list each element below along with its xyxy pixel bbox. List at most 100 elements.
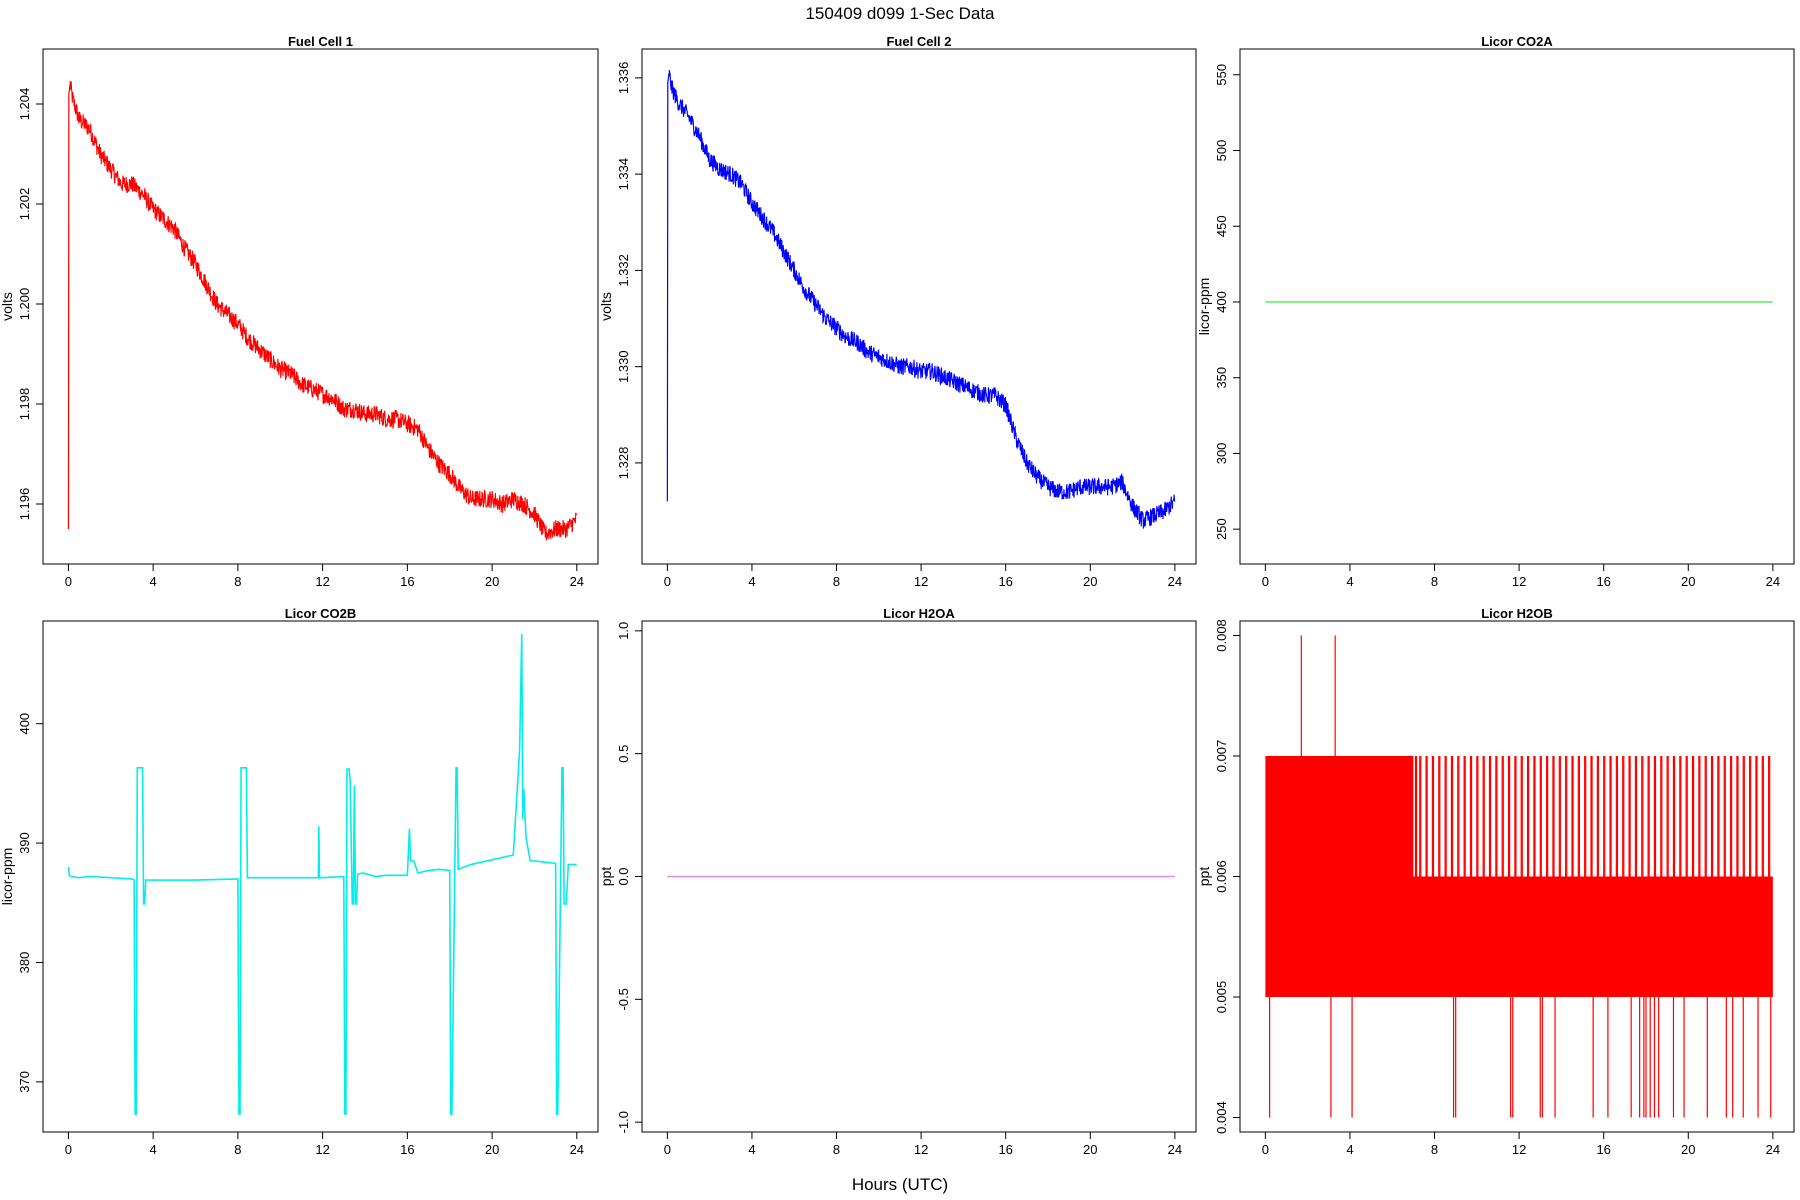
y-axis-label: licor-ppm — [0, 848, 15, 906]
x-tick-label: 20 — [1681, 574, 1695, 589]
y-tick-label: 1.204 — [17, 88, 32, 121]
x-tick-label: 24 — [1168, 574, 1182, 589]
plot-frame — [641, 620, 1197, 1133]
y-axis-label: licor-ppm — [1196, 278, 1212, 336]
x-tick-label: 0 — [65, 1142, 72, 1157]
y-axis-label: volts — [598, 292, 614, 321]
plot-frame — [1239, 48, 1795, 565]
y-tick-label: 0.005 — [1214, 981, 1229, 1014]
x-tick-label: 4 — [748, 574, 755, 589]
panel-title: Licor H2OB — [1481, 606, 1553, 621]
panel-title: Fuel Cell 1 — [288, 34, 353, 49]
x-tick-label: 16 — [998, 1142, 1012, 1157]
x-tick-label: 8 — [833, 1142, 840, 1157]
x-tick-label: 24 — [1168, 1142, 1182, 1157]
panel-title: Licor H2OA — [883, 606, 955, 621]
y-axis-label: ppt — [1196, 867, 1212, 887]
x-tick-label: 16 — [998, 574, 1012, 589]
x-tick-label: 8 — [1431, 574, 1438, 589]
y-axis-label: volts — [0, 292, 15, 321]
x-tick-label: 24 — [570, 1142, 584, 1157]
y-tick-label: 250 — [1214, 518, 1229, 540]
x-tick-label: 16 — [1596, 574, 1610, 589]
y-tick-label: 0.008 — [1214, 619, 1229, 652]
y-tick-label: 380 — [17, 952, 32, 974]
figure-xlabel: Hours (UTC) — [852, 1175, 948, 1194]
series-line — [69, 81, 578, 541]
x-tick-label: 24 — [1766, 1142, 1780, 1157]
panel-4: Licor CO2B licor-ppm 0 4 8 12 16 20 24 370 380 390 4… — [0, 606, 599, 1157]
y-tick-label: 1.334 — [616, 158, 631, 191]
y-tick-label: 1.336 — [616, 62, 631, 95]
y-tick-label: 550 — [1214, 64, 1229, 86]
x-tick-label: 4 — [748, 1142, 755, 1157]
y-tick-label: 370 — [17, 1071, 32, 1093]
x-tick-label: 0 — [1262, 574, 1269, 589]
y-tick-label: 0.006 — [1214, 860, 1229, 893]
panel-title: Licor CO2A — [1481, 34, 1553, 49]
plot-frame — [42, 48, 599, 565]
x-tick-label: 0 — [664, 1142, 671, 1157]
x-tick-label: 0 — [664, 574, 671, 589]
panel-6: Licor H2OB ppt 0 4 8 12 16 20 24 0.004 0.005 0.006 0… — [1196, 606, 1795, 1157]
y-tick-label: 1.330 — [616, 350, 631, 383]
panel-5: Licor H2OA ppt 0 4 8 12 16 20 24 -1.0 -0.5 0.0 0.5 1.… — [598, 606, 1197, 1157]
x-tick-label: 20 — [1083, 1142, 1097, 1157]
x-tick-label: 16 — [400, 1142, 414, 1157]
x-tick-label: 4 — [1346, 574, 1353, 589]
x-tick-label: 12 — [315, 1142, 329, 1157]
x-tick-label: 4 — [1346, 1142, 1353, 1157]
plot-area — [67, 634, 577, 1115]
panel-1: Fuel Cell 1 volts 0 4 8 12 16 20 24 1.196 1.198 1.2… — [0, 34, 599, 589]
x-tick-label: 12 — [1512, 1142, 1526, 1157]
y-tick-label: 1.332 — [616, 254, 631, 287]
y-tick-label: 450 — [1214, 215, 1229, 237]
x-tick-label: 4 — [150, 574, 157, 589]
y-tick-label: 1.200 — [17, 288, 32, 321]
x-tick-label: 8 — [1431, 1142, 1438, 1157]
series-line-spike — [67, 83, 71, 530]
x-tick-label: 12 — [914, 1142, 928, 1157]
x-tick-label: 4 — [150, 1142, 157, 1157]
y-tick-label: 350 — [1214, 367, 1229, 389]
x-tick-label: 20 — [1681, 1142, 1695, 1157]
x-tick-label: 20 — [1083, 574, 1097, 589]
y-tick-label: 1.198 — [17, 388, 32, 421]
series-band — [1265, 876, 1773, 998]
plot-frame — [641, 48, 1197, 565]
y-tick-label: -1.0 — [616, 1111, 631, 1133]
plot-area — [67, 81, 578, 541]
y-tick-label: 390 — [17, 832, 32, 854]
y-tick-label: 1.202 — [17, 188, 32, 221]
plot-area — [1265, 635, 1773, 1118]
x-tick-label: 8 — [234, 574, 241, 589]
panel-title: Fuel Cell 2 — [886, 34, 951, 49]
y-tick-label: 0.007 — [1214, 740, 1229, 773]
x-tick-label: 24 — [1766, 574, 1780, 589]
x-tick-label: 8 — [234, 1142, 241, 1157]
series-upper-band — [1265, 755, 1414, 877]
y-axis-label: ppt — [598, 867, 614, 887]
y-tick-label: 1.196 — [17, 488, 32, 521]
plot-frame — [42, 620, 599, 1133]
series-line — [668, 70, 1176, 529]
x-tick-label: 20 — [485, 1142, 499, 1157]
x-tick-label: 16 — [400, 574, 414, 589]
y-tick-label: -0.5 — [616, 988, 631, 1010]
x-tick-label: 24 — [570, 574, 584, 589]
y-tick-label: 1.328 — [616, 447, 631, 480]
y-tick-label: 400 — [17, 713, 32, 735]
y-tick-label: 1.0 — [616, 622, 631, 640]
panel-title: Licor CO2B — [285, 606, 357, 621]
figure-title: 150409 d099 1-Sec Data — [805, 4, 995, 23]
x-tick-label: 0 — [1262, 1142, 1269, 1157]
panel-2: Fuel Cell 2 volts 0 4 8 12 16 20 24 1.328 1.330 1.3… — [598, 34, 1197, 589]
y-tick-label: 300 — [1214, 443, 1229, 465]
x-tick-label: 16 — [1596, 1142, 1610, 1157]
x-tick-label: 12 — [1512, 574, 1526, 589]
y-tick-label: 0.004 — [1214, 1101, 1229, 1134]
panels: Fuel Cell 1 volts 0 4 8 12 16 20 24 1.196 1.198 1.2… — [0, 34, 1795, 1157]
y-tick-label: 400 — [1214, 291, 1229, 313]
y-tick-label: 0.5 — [616, 745, 631, 763]
